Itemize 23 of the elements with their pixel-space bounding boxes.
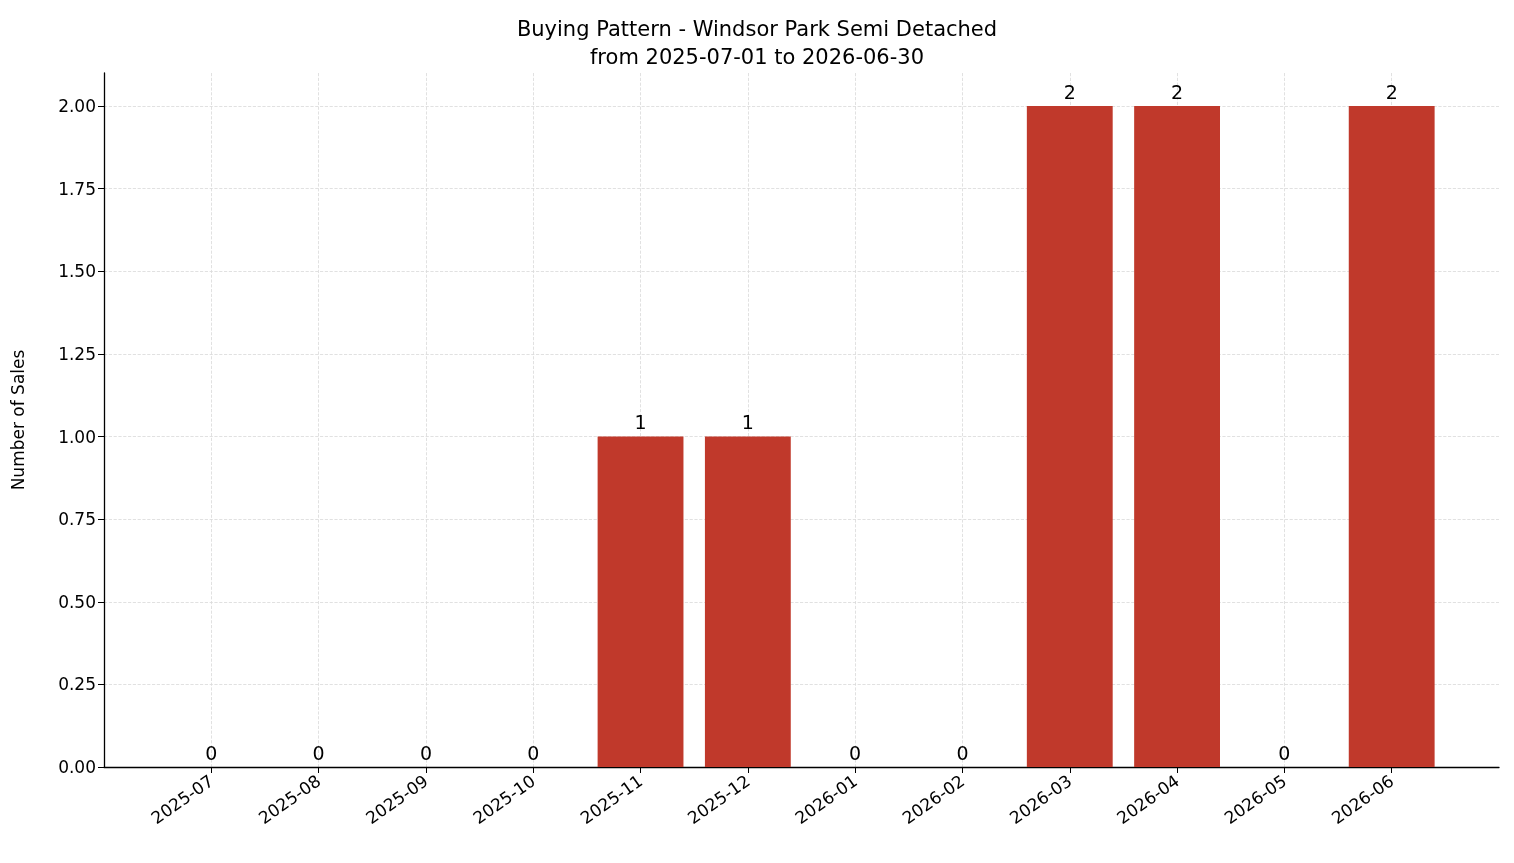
- data-label: 1: [634, 411, 647, 434]
- data-label: 0: [205, 741, 218, 764]
- y-tick-label: 2.00: [58, 96, 96, 117]
- data-label: 1: [741, 411, 754, 434]
- y-tick-label: 1.00: [58, 426, 96, 447]
- y-tick-label: 0.50: [58, 591, 96, 612]
- y-axis-title: Number of Sales: [7, 349, 28, 491]
- y-tick-label: 1.50: [58, 261, 96, 282]
- data-label: 0: [419, 741, 432, 764]
- chart-title: Buying Pattern - Windsor Park Semi Detached from 2025-07-01 to 2026-06-30: [516, 17, 998, 69]
- data-label: 0: [956, 741, 969, 764]
- data-label: 0: [849, 741, 862, 764]
- y-tick-label: 0.75: [58, 509, 96, 530]
- data-label: 0: [312, 741, 325, 764]
- data-label: 2: [1063, 80, 1076, 103]
- data-label: 0: [1278, 741, 1291, 764]
- data-label: 2: [1171, 80, 1184, 103]
- data-label: 0: [527, 741, 540, 764]
- data-label: 2: [1385, 80, 1398, 103]
- y-tick-label: 1.75: [58, 178, 96, 199]
- y-tick-label: 1.25: [58, 343, 96, 364]
- y-tick-label: 0.00: [58, 757, 96, 777]
- y-tick-label: 0.25: [58, 674, 96, 695]
